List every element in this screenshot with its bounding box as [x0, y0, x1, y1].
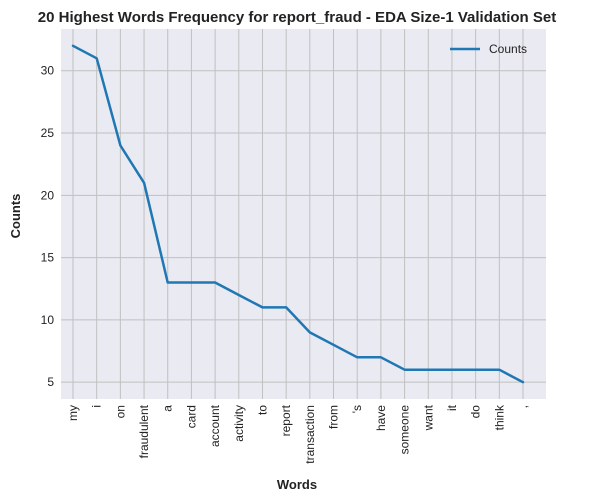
x-tick-label: ,: [516, 405, 530, 408]
x-tick-label: a: [161, 405, 175, 412]
series-layer: [71, 44, 525, 384]
x-tick-label: card: [184, 405, 198, 428]
y-tick-label: 25: [41, 126, 55, 140]
x-tick-label: report: [279, 404, 293, 436]
x-tick-label: transaction: [303, 405, 317, 464]
x-tick-label: someone: [398, 405, 412, 455]
y-tick-label: 20: [41, 188, 55, 202]
y-tick-label: 5: [47, 375, 54, 389]
y-tick-label: 30: [41, 64, 55, 78]
x-axis-label: Words: [277, 477, 317, 492]
x-tick-label: account: [208, 404, 222, 447]
x-tick-labels: my i on fraudulent a card account activity to rep…: [66, 404, 530, 464]
x-tick-label: to: [255, 405, 269, 415]
y-tick-labels: 5 10 15 20 25 30: [41, 64, 55, 389]
y-tick-label: 15: [41, 251, 55, 265]
horizontal-gridlines: [61, 70, 546, 383]
plot-background: [61, 29, 546, 399]
x-tick-label: have: [374, 405, 388, 431]
series-line-counts: [71, 44, 525, 384]
chart-title: 20 Highest Words Frequency for report_fr…: [38, 9, 556, 26]
x-tick-label: i: [90, 405, 104, 408]
legend-label: Counts: [489, 42, 527, 56]
x-tick-label: want: [421, 404, 435, 431]
vertical-gridlines: [72, 29, 524, 399]
y-tick-label: 10: [41, 313, 55, 327]
x-tick-label: on: [113, 405, 127, 418]
legend: Counts: [450, 42, 527, 56]
x-tick-label: do: [469, 405, 483, 419]
x-tick-label: it: [445, 404, 459, 411]
y-axis-label: Counts: [8, 194, 23, 239]
x-tick-label: from: [327, 405, 341, 429]
x-tick-label: activity: [232, 405, 246, 442]
x-tick-label: my: [66, 405, 80, 421]
x-tick-label: 's: [350, 405, 364, 413]
x-tick-label: think: [492, 404, 506, 430]
x-tick-label: fraudulent: [137, 404, 151, 458]
